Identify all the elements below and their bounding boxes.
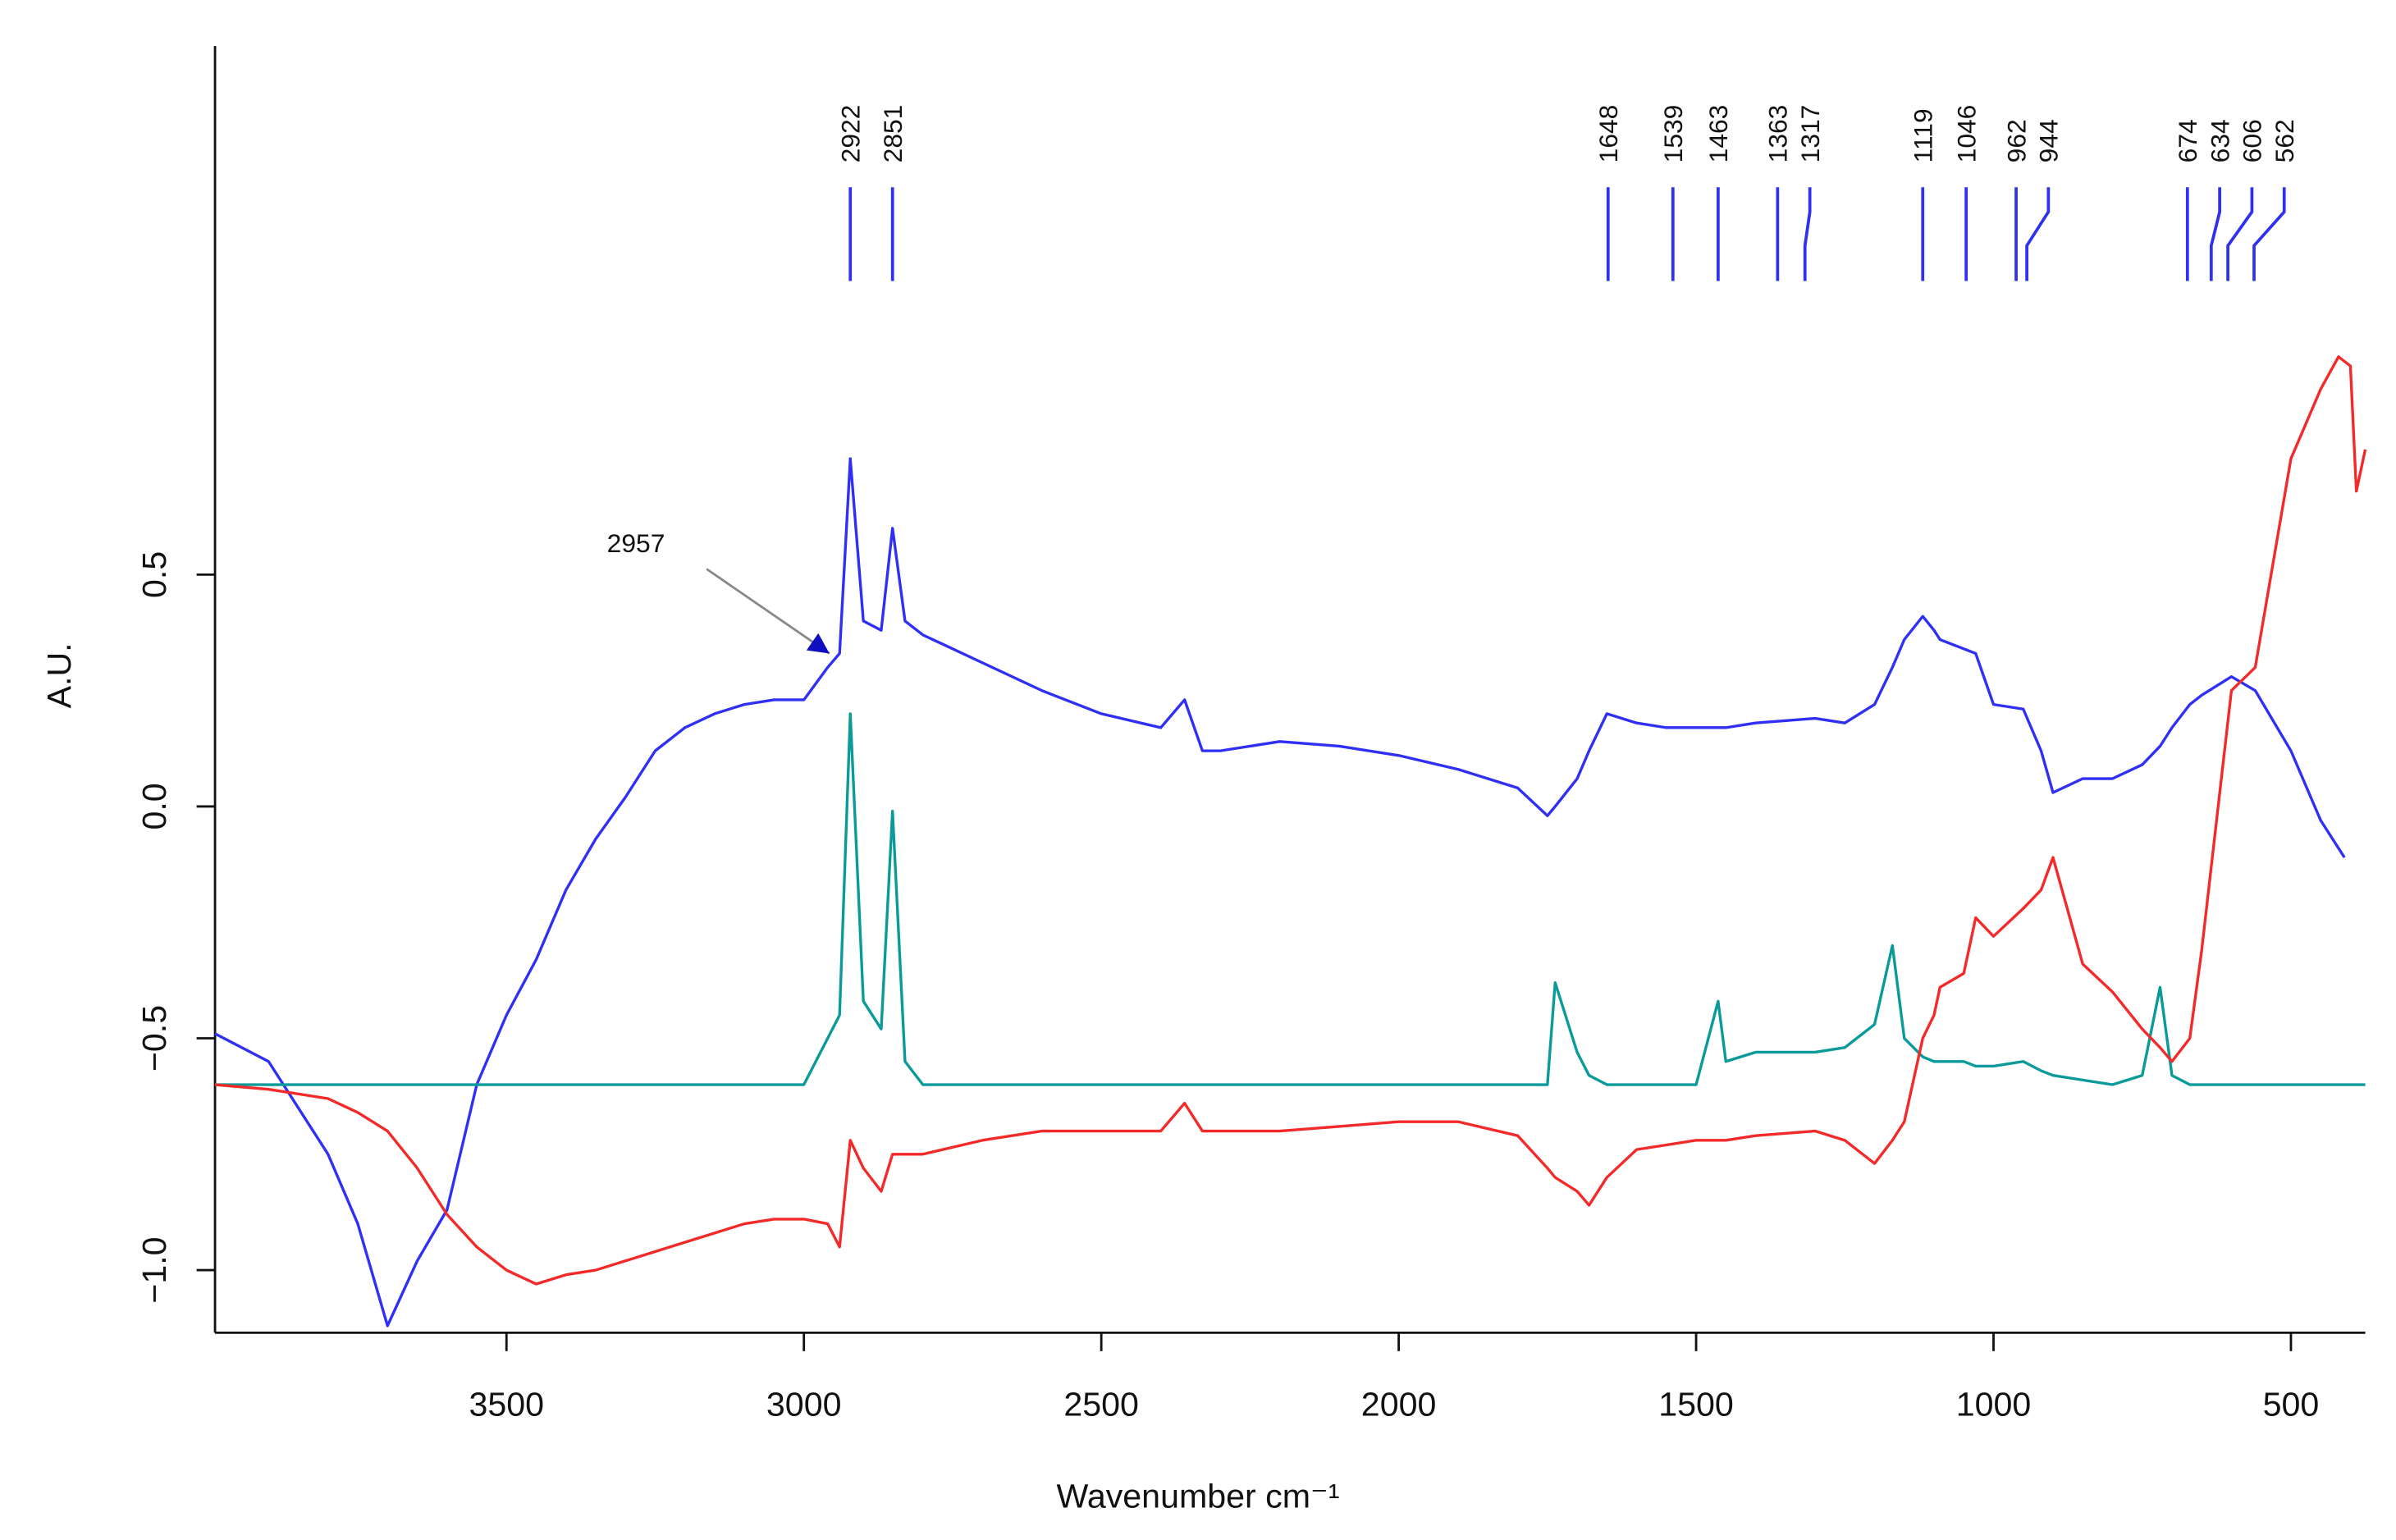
x-tick-label: 2500 bbox=[1063, 1385, 1139, 1423]
spectrum-line bbox=[214, 355, 2367, 1286]
peak-label: 562 bbox=[2270, 119, 2299, 162]
y-tick-label: 0.5 bbox=[135, 551, 173, 598]
peak-label: 1317 bbox=[1795, 105, 1825, 163]
peak-label: 634 bbox=[2205, 119, 2234, 162]
x-tick-label: 2000 bbox=[1361, 1385, 1437, 1423]
peak-label: 674 bbox=[2173, 119, 2202, 162]
x-tick-label: 500 bbox=[2263, 1385, 2320, 1423]
x-tick-label: 1500 bbox=[1658, 1385, 1734, 1423]
peak-label: 606 bbox=[2238, 119, 2267, 162]
peak-marker bbox=[2025, 187, 2051, 281]
x-axis-label: Wavenumber cm⁻¹ bbox=[1057, 1478, 1340, 1515]
y-tick-label: −0.5 bbox=[135, 1005, 173, 1072]
peak-label: 1119 bbox=[1908, 108, 1937, 162]
peak-marker bbox=[2226, 187, 2254, 281]
peak-label: 1463 bbox=[1703, 105, 1733, 163]
peak-label: 1648 bbox=[1594, 105, 1623, 163]
peak-marker bbox=[2252, 187, 2286, 281]
annotation-arrow bbox=[706, 568, 830, 655]
peak-marker bbox=[2209, 187, 2221, 281]
spectrum-line bbox=[214, 457, 2346, 1328]
peak-label: 944 bbox=[2034, 119, 2064, 162]
peak-label: 1539 bbox=[1658, 105, 1688, 163]
y-axis-label: A.U. bbox=[40, 642, 78, 708]
x-tick-label: 3500 bbox=[469, 1385, 544, 1423]
peak-label: 962 bbox=[2001, 119, 2031, 162]
y-tick-label: 0.0 bbox=[135, 783, 173, 829]
annotation-text: 2957 bbox=[607, 528, 665, 558]
spectrum-line bbox=[215, 712, 2366, 1086]
peak-marker bbox=[1803, 187, 1812, 281]
y-tick-label: −1.0 bbox=[135, 1236, 173, 1303]
peak-label: 1046 bbox=[1951, 105, 1981, 163]
peak-label: 2922 bbox=[835, 105, 865, 163]
x-tick-label: 1000 bbox=[1956, 1385, 2032, 1423]
peak-label: 1363 bbox=[1763, 105, 1793, 163]
peak-label: 2851 bbox=[878, 105, 908, 163]
x-tick-label: 3000 bbox=[766, 1385, 842, 1423]
